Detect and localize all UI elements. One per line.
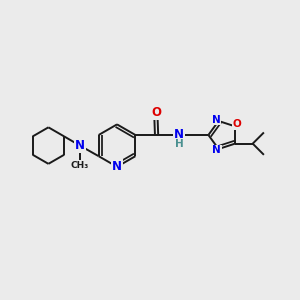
- Text: N: N: [212, 146, 221, 155]
- Text: CH₃: CH₃: [71, 160, 89, 169]
- Text: N: N: [212, 115, 220, 124]
- Text: O: O: [151, 106, 161, 119]
- Text: N: N: [75, 139, 85, 152]
- Text: N: N: [112, 160, 122, 173]
- Text: N: N: [174, 128, 184, 142]
- Text: O: O: [232, 119, 241, 129]
- Text: H: H: [175, 139, 184, 149]
